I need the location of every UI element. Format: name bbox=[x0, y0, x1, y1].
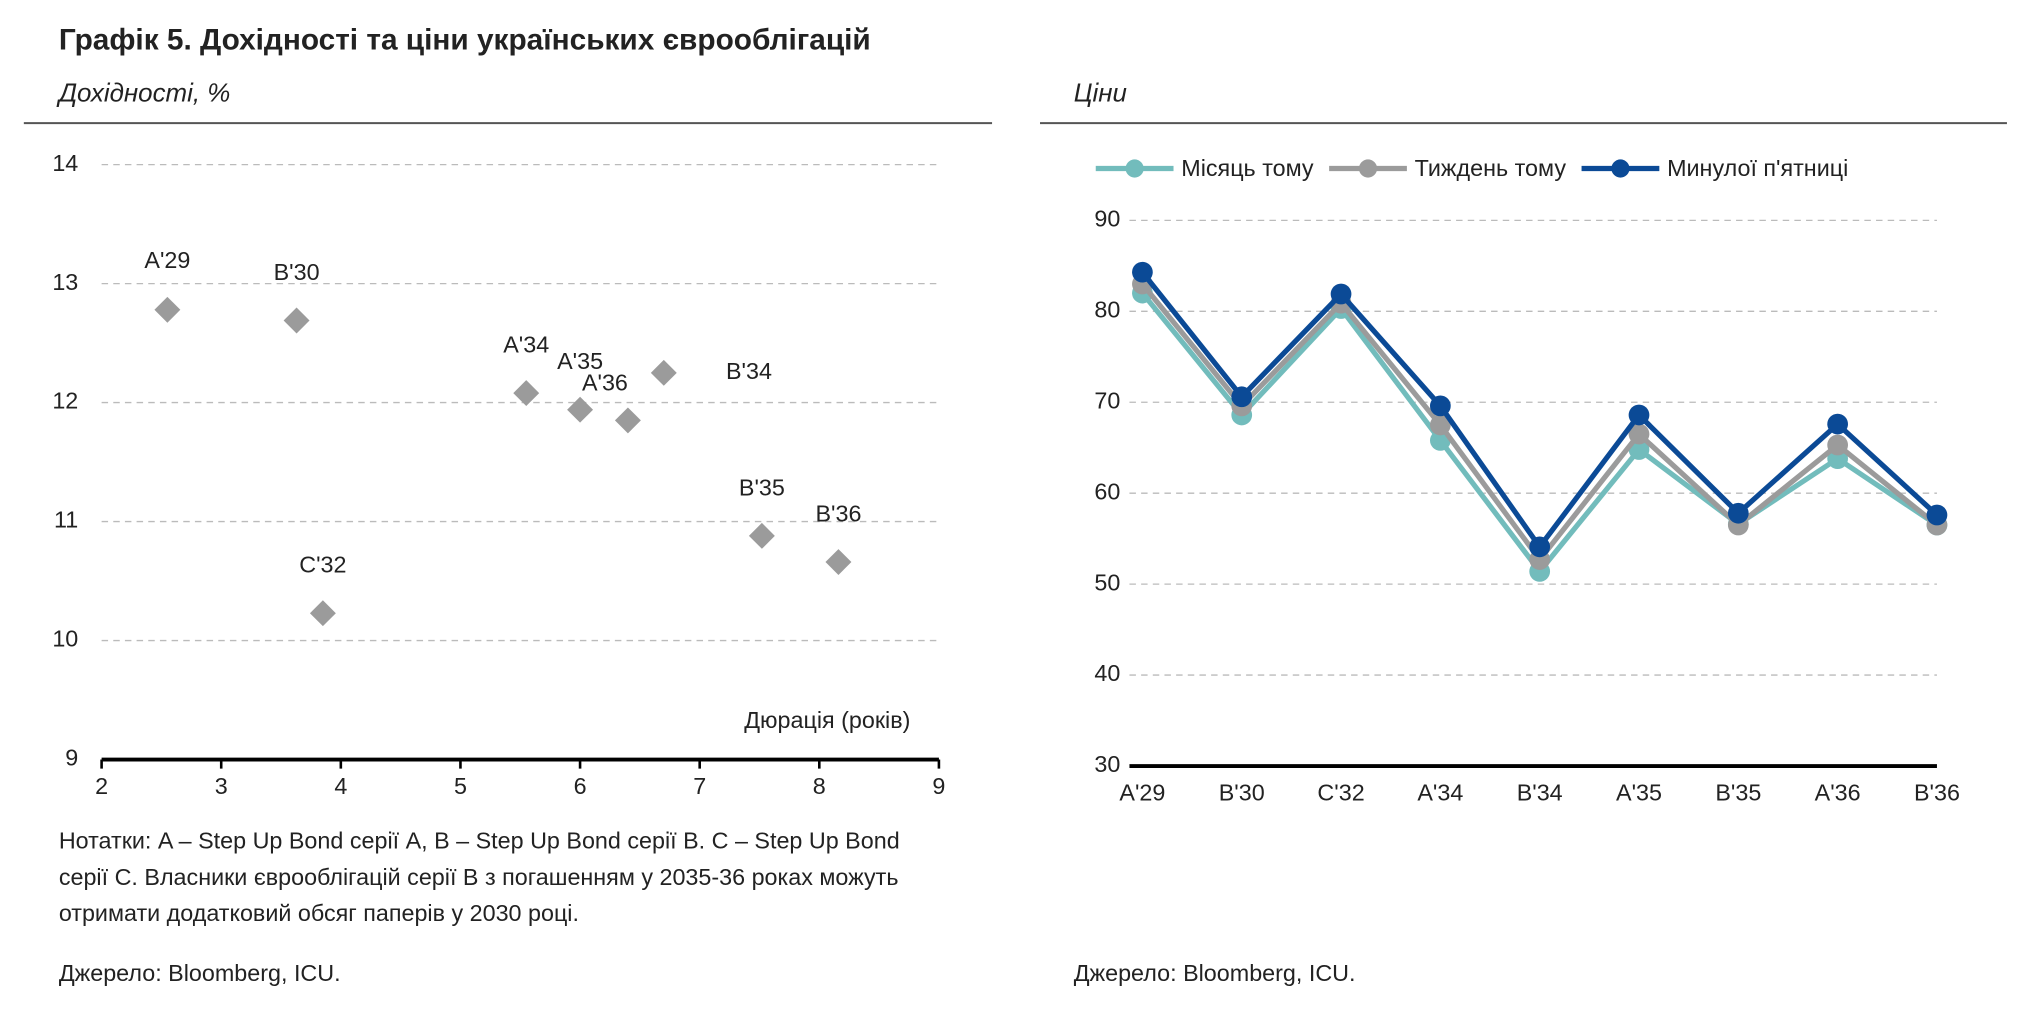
x-tick-label: B'35 bbox=[1715, 780, 1761, 806]
legend-marker bbox=[1358, 159, 1378, 178]
left-subtitle: Дохідності, % bbox=[56, 79, 231, 107]
series-marker bbox=[1231, 386, 1253, 408]
x-tick-label: 7 bbox=[693, 773, 706, 799]
source: Джерело: Bloomberg, ICU. bbox=[1074, 960, 1356, 986]
series-marker bbox=[1628, 404, 1650, 426]
series-marker bbox=[1429, 414, 1451, 436]
point-label: B'30 bbox=[274, 259, 320, 285]
y-tick-label: 10 bbox=[52, 626, 78, 652]
point bbox=[283, 307, 310, 334]
legend-marker bbox=[1125, 159, 1144, 178]
point bbox=[614, 407, 641, 434]
note-line: серії C. Власники єврооблігацій серії B … bbox=[59, 864, 899, 890]
right-subtitle: Ціни bbox=[1074, 79, 1127, 107]
series-marker bbox=[1628, 423, 1650, 445]
y-tick-label: 80 bbox=[1094, 296, 1120, 322]
x-tick-label: B'30 bbox=[1219, 780, 1265, 806]
point-label: C'32 bbox=[299, 552, 346, 578]
x-tick-label: A'36 bbox=[1815, 780, 1861, 806]
x-tick-label: A'34 bbox=[1417, 780, 1463, 806]
series-line bbox=[1140, 291, 1939, 576]
legend-label: Тиждень тому bbox=[1415, 155, 1567, 181]
x-tick-label: 4 bbox=[334, 773, 347, 799]
y-tick-label: 13 bbox=[52, 269, 78, 295]
series-marker bbox=[1529, 536, 1551, 558]
x-tick-label: C'32 bbox=[1317, 780, 1364, 806]
x-tick-label: 6 bbox=[574, 773, 587, 799]
series-line bbox=[1140, 270, 1939, 552]
x-axis-title: Дюрація (років) bbox=[744, 707, 910, 733]
y-tick-label: 9 bbox=[65, 745, 78, 771]
y-tick-label: 40 bbox=[1094, 660, 1120, 686]
point bbox=[825, 549, 852, 575]
y-tick-label: 70 bbox=[1094, 387, 1120, 413]
series-marker bbox=[1827, 434, 1849, 456]
x-tick-label: 3 bbox=[215, 773, 228, 799]
x-tick-label: B'34 bbox=[1517, 780, 1563, 806]
x-tick-label: A'35 bbox=[1616, 780, 1662, 806]
legend-label: Минулої п'ятниці bbox=[1667, 155, 1848, 181]
series-marker bbox=[1132, 261, 1153, 283]
x-tick-label: 5 bbox=[454, 773, 467, 799]
page-title: Графік 5. Дохідності та ціни українських… bbox=[59, 23, 871, 56]
series-marker bbox=[1330, 283, 1352, 305]
point-label: A'35 bbox=[557, 348, 603, 374]
x-tick-label: B'36 bbox=[1914, 780, 1960, 806]
point-label: B'35 bbox=[739, 474, 785, 500]
y-tick-label: 30 bbox=[1094, 751, 1120, 777]
series-marker bbox=[1429, 395, 1451, 417]
source: Джерело: Bloomberg, ICU. bbox=[59, 960, 341, 986]
series-marker bbox=[1926, 504, 1948, 526]
point bbox=[650, 359, 677, 386]
point-label: B'36 bbox=[815, 501, 861, 527]
x-tick-label: A'29 bbox=[1119, 780, 1165, 806]
point bbox=[513, 380, 540, 407]
y-tick-label: 11 bbox=[54, 507, 78, 533]
point-label: B'34 bbox=[726, 358, 772, 384]
legend-label: Місяць тому bbox=[1181, 155, 1314, 181]
point-label: A'36 bbox=[582, 369, 628, 395]
y-tick-label: 14 bbox=[52, 150, 78, 176]
point bbox=[309, 600, 336, 627]
note-line: отримати додатковий обсяг паперів у 2030… bbox=[59, 900, 579, 926]
series-marker bbox=[1727, 502, 1749, 524]
legend-marker bbox=[1611, 159, 1630, 178]
point bbox=[748, 522, 775, 549]
y-tick-label: 90 bbox=[1094, 206, 1120, 232]
y-tick-label: 12 bbox=[52, 388, 78, 414]
series-line bbox=[1140, 282, 1939, 564]
point bbox=[154, 296, 181, 323]
point-label: A'34 bbox=[503, 332, 549, 358]
x-tick-label: 2 bbox=[95, 773, 108, 799]
point bbox=[567, 396, 594, 423]
y-tick-label: 60 bbox=[1094, 478, 1120, 504]
x-tick-label: 9 bbox=[932, 773, 945, 799]
note-line: Нотатки: A – Step Up Bond серії A, B – S… bbox=[59, 828, 900, 854]
series-marker bbox=[1827, 413, 1849, 435]
point-label: A'29 bbox=[144, 247, 190, 273]
x-tick-label: 8 bbox=[813, 773, 826, 799]
y-tick-label: 50 bbox=[1094, 569, 1120, 595]
